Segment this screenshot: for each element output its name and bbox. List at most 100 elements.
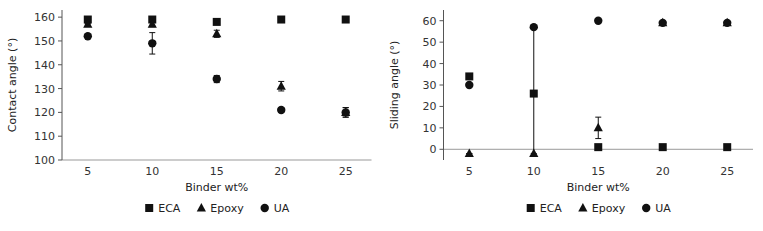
point: [465, 81, 473, 89]
y-tick-label: 40: [423, 58, 437, 71]
point: [529, 149, 538, 158]
x-tick-label: 10: [145, 165, 159, 178]
point: [213, 75, 221, 83]
x-tick-label: 25: [720, 165, 734, 178]
y-tick-label: 0: [430, 143, 437, 156]
point: [342, 108, 350, 116]
y-tick-label: 60: [423, 15, 437, 28]
y-axis-label: Sliding angle (°): [388, 41, 401, 130]
y-tick: [58, 136, 62, 137]
legend-marker: [578, 203, 587, 212]
y-tick-label: 140: [34, 59, 55, 72]
point: [594, 123, 603, 132]
y-tick-label: 150: [34, 35, 55, 48]
legend-label: ECA: [158, 202, 181, 215]
x-axis-label: Binder wt%: [567, 181, 630, 194]
x-tick-label: 5: [84, 165, 91, 178]
point: [659, 143, 667, 151]
point: [659, 19, 667, 27]
y-tick: [58, 17, 62, 18]
legend: ECA Epoxy UA: [145, 202, 290, 215]
point: [723, 19, 731, 27]
legend-label: Epoxy: [210, 202, 244, 215]
point: [212, 29, 221, 38]
series: [83, 19, 350, 117]
y-tick: [58, 40, 62, 41]
point: [213, 18, 221, 26]
point: [342, 16, 350, 24]
x-tick-label: 10: [527, 165, 541, 178]
y-tick-label: 160: [34, 11, 55, 24]
y-tick: [440, 149, 444, 150]
point: [723, 143, 731, 151]
y-tick-label: 50: [423, 36, 437, 49]
legend-label: UA: [274, 202, 290, 215]
legend-marker: [642, 204, 650, 212]
x-tick-label: 20: [274, 165, 288, 178]
y-axis-label: Contact angle (°): [6, 38, 19, 132]
point: [658, 18, 667, 27]
series: [465, 17, 731, 90]
x-tick-label: 5: [466, 165, 473, 178]
y-tick: [440, 42, 444, 43]
point: [465, 149, 474, 158]
y-tick: [440, 63, 444, 64]
y-tick: [58, 88, 62, 89]
legend-marker: [145, 204, 153, 212]
legend-label: ECA: [540, 202, 563, 215]
legend-item: Epoxy: [578, 202, 625, 215]
x-tick-label: 15: [591, 165, 605, 178]
point: [148, 39, 156, 47]
series: [84, 32, 350, 117]
legend-marker: [261, 204, 269, 212]
series: [465, 72, 731, 151]
plot-area: [83, 16, 350, 118]
x-tick-label: 20: [656, 165, 670, 178]
point: [341, 107, 350, 116]
point: [594, 17, 602, 25]
y-tick-label: 120: [34, 106, 55, 119]
error-bar: [531, 27, 537, 153]
chart-svg: 100110120130140150160510152025Binder wt%…: [0, 0, 763, 231]
point: [84, 32, 92, 40]
y-tick: [440, 127, 444, 128]
point: [277, 106, 285, 114]
point: [594, 143, 602, 151]
y-tick: [58, 112, 62, 113]
reference-line: [62, 160, 372, 161]
point: [83, 19, 92, 28]
y-tick-label: 100: [34, 154, 55, 167]
y-tick: [58, 160, 62, 161]
x-axis-label: Binder wt%: [185, 181, 248, 194]
y-tick-label: 20: [423, 100, 437, 113]
legend-item: UA: [642, 202, 671, 215]
legend-item: Epoxy: [197, 202, 244, 215]
y-tick: [440, 20, 444, 21]
legend-marker: [197, 203, 206, 212]
y-tick: [440, 85, 444, 86]
plot-area: [465, 17, 732, 158]
y-tick-label: 130: [34, 83, 55, 96]
y-tick: [58, 64, 62, 65]
point: [723, 18, 732, 27]
y-tick-label: 30: [423, 79, 437, 92]
y-axis-line: [62, 10, 63, 160]
legend-item: UA: [261, 202, 290, 215]
legend-item: ECA: [145, 202, 181, 215]
legend: ECA Epoxy UA: [527, 202, 672, 215]
y-tick: [440, 106, 444, 107]
x-tick-label: 25: [339, 165, 353, 178]
legend-item: ECA: [527, 202, 563, 215]
point: [530, 23, 538, 31]
y-tick-label: 10: [423, 122, 437, 135]
panel: 100110120130140150160510152025Binder wt%…: [6, 10, 372, 215]
legend-label: UA: [655, 202, 671, 215]
point: [277, 16, 285, 24]
point: [465, 72, 473, 80]
series: [465, 18, 732, 157]
legend-label: Epoxy: [592, 202, 626, 215]
point: [277, 81, 286, 90]
panel: 0 10 20 30 40 50 60 5 10 15 20 25 Binder wt% Sliding …: [388, 10, 754, 215]
legend-marker: [527, 204, 535, 212]
y-tick-label: 110: [34, 130, 55, 143]
